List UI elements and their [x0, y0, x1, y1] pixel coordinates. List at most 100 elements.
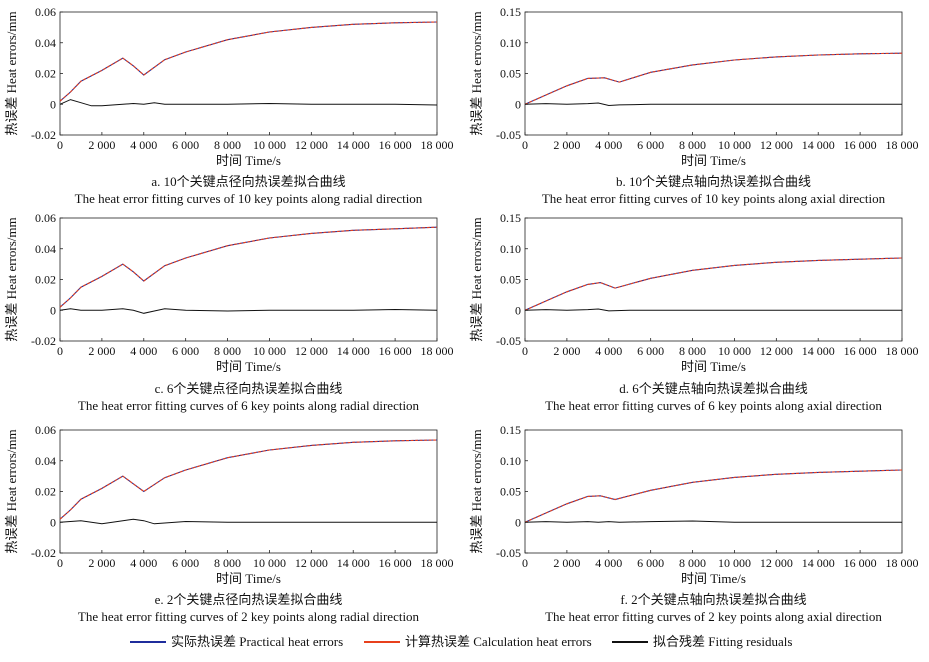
x-tick-label: 6 000 — [637, 138, 664, 152]
x-tick-label: 12 000 — [295, 138, 328, 152]
y-tick-label: 0.10 — [500, 36, 521, 50]
y-tick-label: -0.05 — [496, 546, 521, 560]
series-line-residual — [59, 308, 438, 314]
y-tick-label: 0 — [515, 97, 521, 111]
x-tick-label: 10 000 — [718, 344, 751, 358]
chart-panel-a: 0 2 000 4 000 6 000 8 000 10 000 12 000 14 000 1… — [4, 5, 454, 206]
caption-en: The heat error fitting curves of 6 key p… — [78, 398, 420, 413]
chart-panels: 0 2 000 4 000 6 000 8 000 10 000 12 000 14 000 1… — [4, 5, 919, 624]
caption-cn: f. 2个关键点轴向热误差拟合曲线 — [620, 592, 806, 607]
series-line-practical — [524, 469, 903, 523]
series-line-practical — [524, 257, 903, 311]
y-tick-label: 0.05 — [500, 67, 521, 81]
x-tick-label: 4 000 — [595, 556, 622, 570]
x-tick-label: 4 000 — [130, 556, 157, 570]
x-tick-label: 18 000 — [421, 138, 454, 152]
y-tick-label: -0.05 — [496, 128, 521, 142]
x-tick-label: 6 000 — [172, 556, 199, 570]
series-line-residual — [524, 520, 902, 523]
series-line-calculation — [59, 226, 438, 308]
chart-panel-f: 0 2 000 4 000 6 000 8 000 10 000 12 000 14 000 1… — [469, 423, 919, 624]
y-tick-label: 0.06 — [35, 5, 56, 19]
y-axis-label: 热误差 Heat errors/mm — [469, 11, 484, 135]
caption-cn: d. 6个关键点轴向热误差拟合曲线 — [619, 381, 808, 396]
x-tick-label: 12 000 — [760, 556, 793, 570]
x-tick-label: 18 000 — [886, 344, 919, 358]
y-tick-label: -0.02 — [31, 334, 56, 348]
y-axis-label: 热误差 Heat errors/mm — [4, 429, 19, 553]
series-line-calculation — [59, 21, 438, 102]
caption-cn: e. 2个关键点径向热误差拟合曲线 — [155, 592, 343, 607]
x-tick-label: 0 — [522, 138, 528, 152]
x-tick-label: 16 000 — [379, 344, 412, 358]
x-axis-label: 时间 Time/s — [681, 571, 746, 586]
plot-frame — [59, 217, 438, 342]
x-tick-label: 2 000 — [88, 556, 115, 570]
y-tick-label: -0.02 — [31, 546, 56, 560]
x-tick-label: 16 000 — [844, 344, 877, 358]
y-tick-label: 0.15 — [500, 423, 521, 437]
x-tick-label: 0 — [522, 344, 528, 358]
chart-panel-e: 0 2 000 4 000 6 000 8 000 10 000 12 000 14 000 1… — [4, 423, 454, 624]
x-tick-label: 8 000 — [214, 138, 241, 152]
x-tick-label: 14 000 — [802, 344, 835, 358]
x-tick-label: 4 000 — [595, 138, 622, 152]
caption-cn: a. 10个关键点径向热误差拟合曲线 — [151, 174, 345, 189]
y-tick-label: 0.10 — [500, 454, 521, 468]
legend-residual-label: 拟合残差 Fitting residuals — [653, 634, 792, 649]
x-axis-label: 时间 Time/s — [216, 571, 281, 586]
caption-en: The heat error fitting curves of 2 key p… — [545, 609, 882, 624]
series-line-residual — [59, 518, 437, 525]
x-tick-label: 0 — [57, 556, 63, 570]
y-tick-label: 0.05 — [500, 273, 521, 287]
chart-panel-d: 0 2 000 4 000 6 000 8 000 10 000 12 000 14 000 1… — [469, 211, 919, 413]
y-tick-label: 0.06 — [35, 423, 56, 437]
y-tick-label: 0 — [50, 303, 56, 317]
x-tick-label: 14 000 — [337, 138, 370, 152]
x-tick-label: 18 000 — [421, 344, 454, 358]
series-line-calculation — [59, 439, 438, 520]
plot-frame — [59, 429, 438, 554]
x-tick-label: 18 000 — [886, 556, 919, 570]
caption-en: The heat error fitting curves of 10 key … — [75, 191, 423, 206]
series-line-residual — [524, 308, 902, 312]
x-tick-label: 16 000 — [379, 556, 412, 570]
x-tick-label: 2 000 — [553, 344, 580, 358]
caption-cn: c. 6个关键点径向热误差拟合曲线 — [155, 381, 343, 396]
y-tick-label: 0.15 — [500, 5, 521, 19]
y-tick-label: -0.05 — [496, 334, 521, 348]
x-tick-label: 0 — [522, 556, 528, 570]
x-tick-label: 14 000 — [337, 344, 370, 358]
y-tick-label: 0.10 — [500, 242, 521, 256]
caption-en: The heat error fitting curves of 6 key p… — [545, 398, 882, 413]
y-tick-label: 0.02 — [35, 485, 56, 499]
y-axis-label: 热误差 Heat errors/mm — [469, 429, 484, 553]
legend-practical-label: 实际热误差 Practical heat errors — [171, 634, 343, 649]
x-tick-label: 0 — [57, 344, 63, 358]
x-tick-label: 10 000 — [718, 556, 751, 570]
y-tick-label: 0 — [515, 515, 521, 529]
x-axis-label: 时间 Time/s — [216, 359, 281, 374]
caption-en: The heat error fitting curves of 10 key … — [542, 191, 886, 206]
plot-frame — [524, 429, 903, 554]
x-tick-label: 10 000 — [253, 138, 286, 152]
x-tick-label: 0 — [57, 138, 63, 152]
x-tick-label: 18 000 — [421, 556, 454, 570]
series-line-residual — [59, 99, 438, 107]
x-tick-label: 10 000 — [253, 344, 286, 358]
x-tick-label: 16 000 — [844, 138, 877, 152]
y-tick-label: 0.05 — [500, 485, 521, 499]
x-tick-label: 2 000 — [553, 556, 580, 570]
x-tick-label: 12 000 — [295, 556, 328, 570]
x-tick-label: 6 000 — [637, 344, 664, 358]
y-axis-label: 热误差 Heat errors/mm — [4, 11, 19, 135]
x-tick-label: 12 000 — [295, 344, 328, 358]
plot-frame — [524, 217, 903, 342]
y-tick-label: 0.02 — [35, 67, 56, 81]
x-tick-label: 8 000 — [214, 556, 241, 570]
legend-calculation-label: 计算热误差 Calculation heat errors — [405, 634, 592, 649]
chart-panel-c: 0 2 000 4 000 6 000 8 000 10 000 12 000 14 000 1… — [4, 211, 454, 413]
x-tick-label: 12 000 — [760, 344, 793, 358]
plot-frame — [59, 11, 438, 136]
